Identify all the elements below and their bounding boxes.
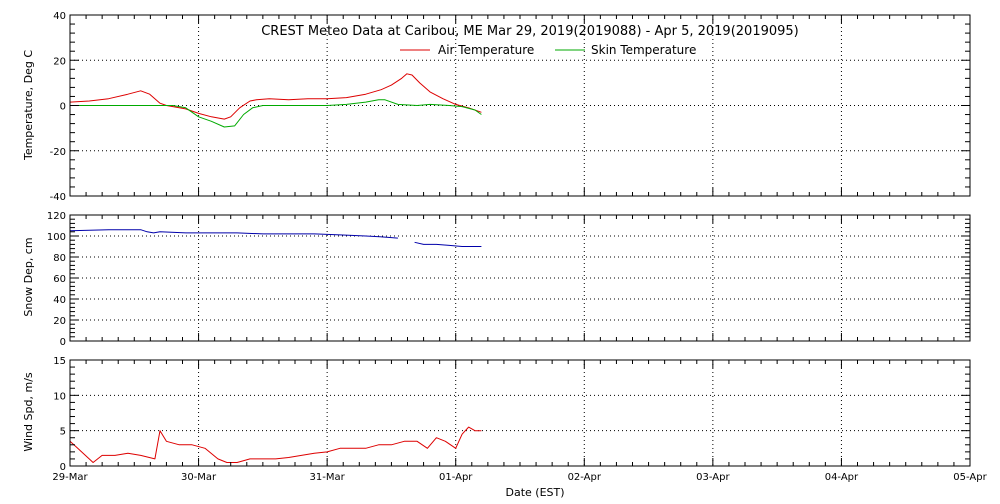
grid-layer: [70, 15, 970, 466]
text-layer: CREST Meteo Data at Caribou, ME Mar 29, …: [22, 11, 988, 499]
series-line-snow-depth-0: [414, 241, 482, 247]
legend-label-air: Air Temperature: [438, 43, 534, 57]
series-line-temperature-0: [69, 73, 482, 120]
y-tick-label-snow-depth: 40: [53, 295, 66, 306]
x-axis-title: Date (EST): [505, 486, 564, 499]
x-tick-label: 30-Mar: [181, 472, 217, 483]
series-line-temperature-1: [70, 99, 482, 128]
series-line-snow-depth-0: [69, 229, 398, 239]
series-line-wind-speed-0: [69, 426, 482, 463]
x-tick-label: 03-Apr: [696, 472, 730, 483]
y-tick-label-snow-depth: 100: [47, 232, 66, 243]
y-tick-label-wind-speed: 10: [53, 391, 66, 402]
y-tick-label-snow-depth: 60: [53, 274, 66, 285]
y-tick-label-wind-speed: 5: [60, 427, 66, 438]
x-tick-label: 01-Apr: [439, 472, 473, 483]
frame-layer: [69, 14, 971, 467]
y-axis-title-snow-depth: Snow Dep, cm: [22, 237, 35, 316]
x-tick-label: 04-Apr: [825, 472, 859, 483]
x-tick-label: 29-Mar: [52, 472, 88, 483]
y-tick-label-snow-depth: 80: [53, 253, 66, 264]
panel-frame-wind-speed: [69, 359, 971, 467]
y-axis-title-temperature: Temperature, Deg C: [22, 50, 35, 161]
x-tick-label: 02-Apr: [568, 472, 602, 483]
y-tick-label-snow-depth: 0: [60, 337, 66, 348]
y-axis-title-wind-speed: Wind Spd, m/s: [22, 372, 35, 452]
y-tick-label-temperature: 40: [53, 11, 66, 22]
y-tick-label-temperature: -20: [50, 147, 66, 158]
y-tick-label-snow-depth: 120: [47, 211, 66, 222]
y-tick-label-temperature: 0: [60, 102, 66, 113]
y-tick-label-wind-speed: 0: [60, 462, 66, 473]
chart-title: CREST Meteo Data at Caribou, ME Mar 29, …: [261, 24, 799, 39]
x-tick-label: 05-Apr: [953, 472, 987, 483]
y-tick-label-temperature: -40: [50, 192, 66, 203]
legend: Air Temperature Skin Temperature: [400, 43, 696, 57]
y-tick-label-snow-depth: 20: [53, 316, 66, 327]
y-tick-label-temperature: 20: [53, 56, 66, 67]
x-tick-label: 31-Mar: [310, 472, 346, 483]
data-layer: [69, 73, 482, 463]
legend-label-skin: Skin Temperature: [591, 43, 696, 57]
y-tick-label-wind-speed: 15: [53, 356, 66, 367]
